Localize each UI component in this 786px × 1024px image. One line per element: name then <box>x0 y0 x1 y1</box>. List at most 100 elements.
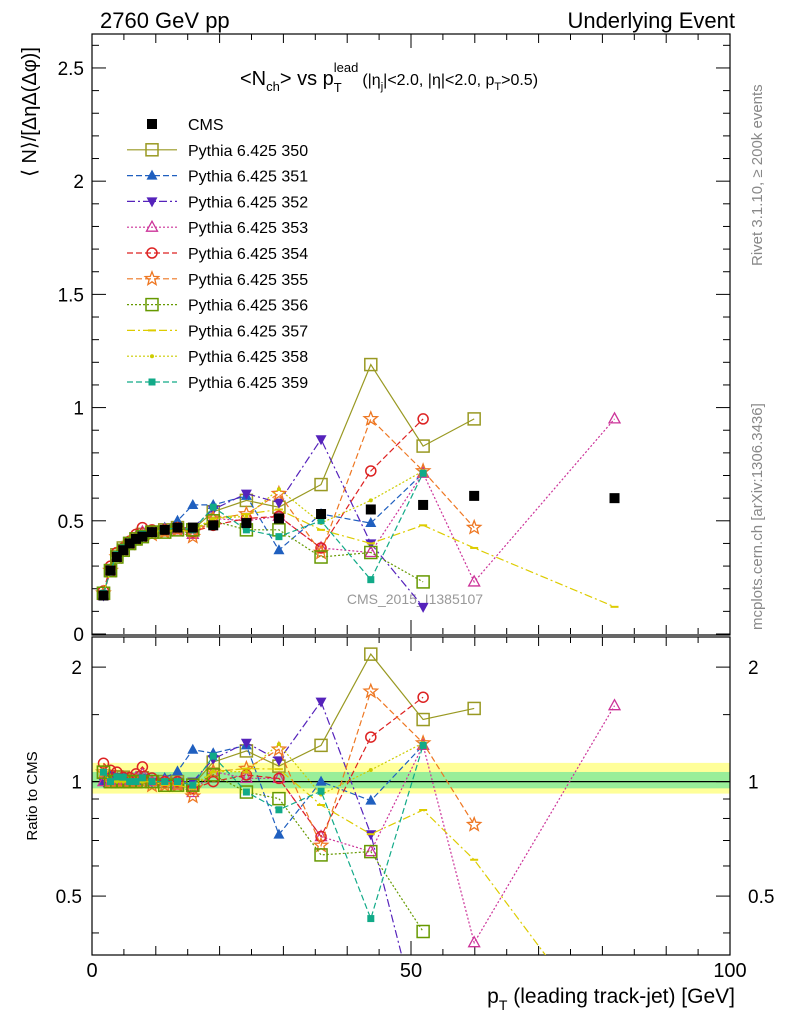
ratio-data-point <box>273 772 285 785</box>
top-series-0 <box>98 490 620 601</box>
top-data-point <box>276 487 281 492</box>
ratio-data-point <box>365 731 377 743</box>
legend-entry: Pythia 6.425 353 <box>127 219 308 237</box>
ratio-data-point <box>239 770 253 783</box>
top-data-point <box>367 576 375 584</box>
ratio-data-point <box>99 768 107 776</box>
top-data-point <box>609 493 620 504</box>
legend-entry: Pythia 6.425 354 <box>127 246 308 263</box>
ratio-series-10 <box>99 741 427 923</box>
top-data-point <box>273 513 284 524</box>
top-data-point <box>275 533 283 541</box>
plot-title: <Nch> vs pTlead(|ηj|<2.0, |η|<2.0, pT>0.… <box>240 60 538 95</box>
top-data-point <box>416 575 430 589</box>
legend-label: Pythia 6.425 358 <box>188 349 308 366</box>
top-data-point <box>171 514 183 525</box>
ratio-data-point <box>364 844 378 857</box>
legend-entry: Pythia 6.425 356 <box>127 298 308 315</box>
rivet-version-label: Rivet 3.1.10, ≥ 200k events <box>749 84 766 266</box>
top-data-point <box>211 516 216 521</box>
ratio-data-point <box>138 774 146 782</box>
ratio-data-point <box>364 647 378 661</box>
legend-entry: Pythia 6.425 355 <box>127 270 308 289</box>
top-data-point <box>417 413 429 425</box>
legend-marker <box>143 270 161 286</box>
ratio-data-point <box>171 765 183 776</box>
legend-label: CMS <box>188 117 224 134</box>
top-panel-data <box>95 357 622 613</box>
top-data-point <box>273 498 285 509</box>
top-data-point <box>209 503 217 511</box>
legend-entry: Pythia 6.425 352 <box>127 194 308 211</box>
header-right: Underlying Event <box>567 8 735 33</box>
top-data-point <box>241 518 252 529</box>
ratio-data-point <box>365 794 377 805</box>
legend-marker <box>145 297 159 312</box>
ratio-data-point <box>148 778 156 786</box>
top-data-point <box>469 490 480 501</box>
ratio-data-point <box>276 742 281 747</box>
ratio-data-point <box>272 771 286 784</box>
top-y-tick-label: 0.5 <box>58 512 84 533</box>
top-data-point <box>131 533 142 544</box>
ratio-data-point <box>314 738 328 753</box>
top-series-line <box>102 418 615 596</box>
top-data-point <box>465 518 483 535</box>
ratio-data-point <box>206 768 220 782</box>
top-y-tick-label: 0 <box>73 625 84 646</box>
watermark: CMS_2015_I1385107 <box>347 591 483 607</box>
ratio-panel-data <box>95 647 622 955</box>
ratio-data-point <box>416 712 430 727</box>
ratio-data-point <box>107 778 115 786</box>
x-tick-label: 50 <box>400 960 422 982</box>
top-data-point <box>317 517 325 525</box>
top-data-point <box>364 545 378 558</box>
ratio-data-point <box>97 757 110 769</box>
top-data-point <box>467 574 481 587</box>
ratio-data-point <box>607 698 622 711</box>
ratio-data-point <box>96 765 111 779</box>
top-data-point <box>172 522 183 533</box>
ratio-data-point <box>270 740 288 757</box>
ratio-data-point <box>419 741 427 749</box>
legend-marker <box>146 169 158 180</box>
ratio-data-point <box>314 848 328 862</box>
ratio-series-line <box>103 705 616 945</box>
ratio-data-point <box>161 778 169 786</box>
ratio-data-point <box>272 791 286 806</box>
top-data-point <box>607 411 622 424</box>
ratio-y-tick-label: 0.5 <box>56 887 82 908</box>
ratio-data-point <box>367 915 375 923</box>
top-data-point <box>146 527 157 538</box>
legend-marker <box>147 119 157 129</box>
ratio-data-point <box>467 701 481 716</box>
legend-label: Pythia 6.425 356 <box>188 298 308 315</box>
legend-marker <box>145 143 159 157</box>
ratio-data-point <box>126 778 134 786</box>
top-data-point <box>111 552 122 563</box>
top-data-point <box>124 538 135 549</box>
top-data-point <box>240 489 252 500</box>
top-data-point <box>159 524 170 535</box>
top-y-axis-label: ⟨ N⟩/[ΔηΔ(Δφ)] <box>19 47 41 177</box>
top-data-point <box>137 531 148 542</box>
top-series-3 <box>97 435 429 613</box>
top-data-point <box>314 540 328 553</box>
top-data-point <box>364 545 378 560</box>
ratio-data-point <box>113 773 121 781</box>
ratio-data-point <box>368 768 373 773</box>
legend-label: Pythia 6.425 353 <box>188 220 308 237</box>
legend-entry: Pythia 6.425 350 <box>127 143 308 160</box>
top-data-point <box>314 477 328 492</box>
legend-entry: Pythia 6.425 358 <box>127 349 308 366</box>
ratio-data-point <box>317 787 325 795</box>
top-y-tick-label: 1.5 <box>58 285 84 306</box>
top-data-point <box>242 526 250 534</box>
ratio-data-point <box>315 697 327 708</box>
x-axis-label: pT (leading track-jet) [GeV] <box>487 985 735 1013</box>
top-data-point <box>270 484 288 501</box>
top-series-5 <box>97 413 429 597</box>
ratio-y-tick-label-right: 0.5 <box>748 887 774 908</box>
ratio-data-point <box>273 828 285 839</box>
